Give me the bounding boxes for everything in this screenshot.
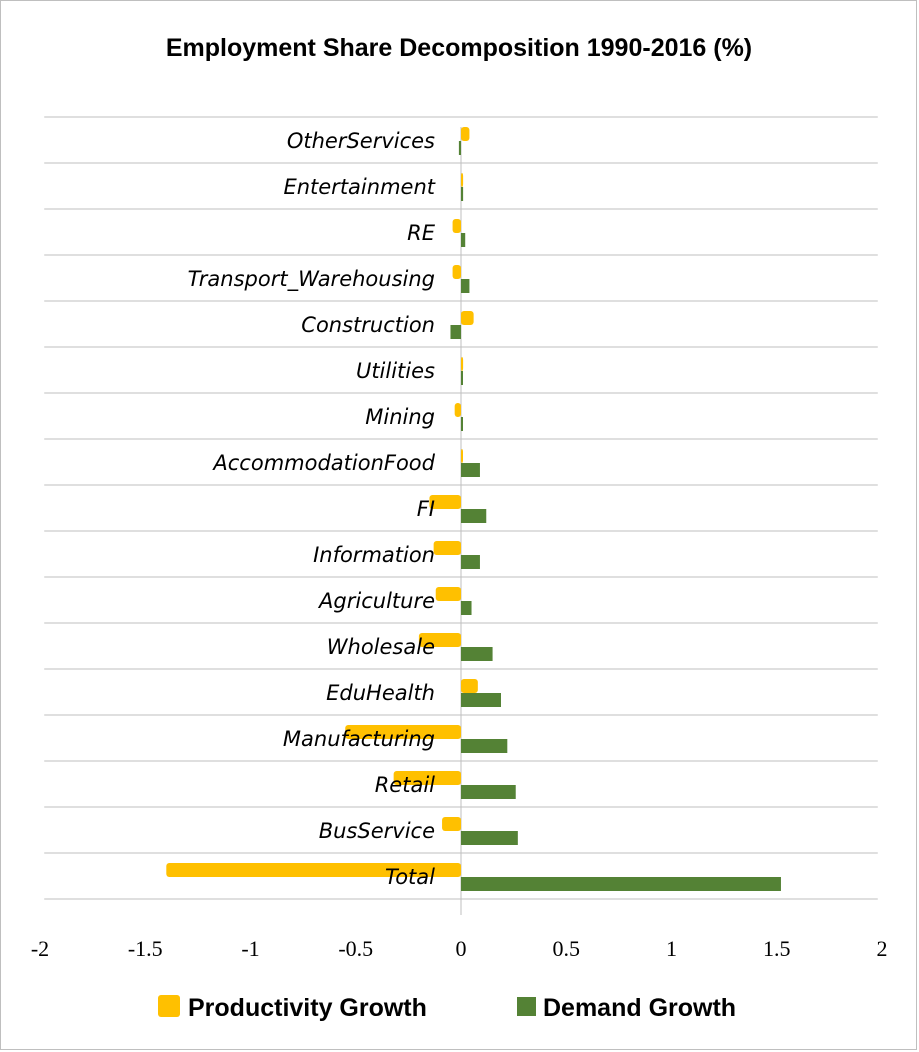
bar-productivity-growth-transport-warehousing <box>452 265 461 279</box>
x-tick-label: 0 <box>456 936 467 961</box>
category-label-agriculture: Agriculture <box>317 589 435 613</box>
bar-demand-growth-fi <box>461 509 487 523</box>
bar-demand-growth-utilities <box>461 371 463 385</box>
bar-demand-growth-retail <box>461 785 516 799</box>
x-tick-label: 0.5 <box>553 936 581 961</box>
bar-demand-growth-eduhealth <box>461 693 501 707</box>
bar-productivity-growth-agriculture <box>435 587 461 601</box>
category-label-busservice: BusService <box>319 819 435 843</box>
bar-productivity-growth-mining <box>454 403 461 417</box>
bar-productivity-growth-eduhealth <box>461 679 478 693</box>
bar-demand-growth-total <box>461 877 781 891</box>
legend: Productivity Growth Demand Growth <box>158 994 736 1022</box>
category-label-construction: Construction <box>301 313 435 337</box>
category-label-information: Information <box>313 543 435 567</box>
bar-productivity-growth-re <box>452 219 461 233</box>
bar-demand-growth-accommodationfood <box>461 463 480 477</box>
bar-productivity-growth-construction <box>461 311 474 325</box>
chart-title: Employment Share Decomposition 1990-2016… <box>166 34 752 62</box>
bar-demand-growth-busservice <box>461 831 518 845</box>
x-tick-label: -1.5 <box>128 936 163 961</box>
category-label-entertainment: Entertainment <box>283 175 435 199</box>
x-tick-label: 2 <box>877 936 888 961</box>
bar-productivity-growth-utilities <box>461 357 464 371</box>
bar-demand-growth-wholesale <box>461 647 493 661</box>
bar-demand-growth-otherservices <box>458 141 461 155</box>
x-axis-tick-labels: -2 -1.5 -1 -0.5 0 0.5 1 1.5 2 <box>31 936 888 961</box>
bar-demand-growth-information <box>461 555 480 569</box>
bar-productivity-growth-accommodationfood <box>461 449 463 463</box>
category-label-otherservices: OtherServices <box>287 129 435 153</box>
bar-productivity-growth-information <box>433 541 461 555</box>
bar-productivity-growth-total <box>166 863 462 877</box>
category-label-wholesale: Wholesale <box>327 635 435 659</box>
legend-swatch-demand-growth <box>517 997 536 1016</box>
legend-label-productivity-growth: Productivity Growth <box>188 994 427 1022</box>
plot-area: OtherServices Entertainment RE Transport_Wa… <box>31 116 888 961</box>
category-label-re: RE <box>407 221 436 245</box>
bar-demand-growth-mining <box>461 417 463 431</box>
x-tick-label: 1.5 <box>763 936 791 961</box>
bars <box>166 127 781 891</box>
bar-productivity-growth-wholesale <box>418 633 461 647</box>
category-label-manufacturing: Manufacturing <box>283 727 435 751</box>
gridlines <box>44 116 878 900</box>
legend-label-demand-growth: Demand Growth <box>543 994 736 1022</box>
bar-productivity-growth-fi <box>429 495 461 509</box>
bar-productivity-growth-entertainment <box>461 173 464 187</box>
x-tick-label: -0.5 <box>338 936 373 961</box>
category-label-accommodationfood: AccommodationFood <box>211 451 435 475</box>
bar-productivity-growth-busservice <box>442 817 461 831</box>
category-label-eduhealth: EduHealth <box>326 681 435 705</box>
category-label-fi: FI <box>417 497 435 521</box>
category-label-transport-warehousing: Transport_Warehousing <box>188 267 435 292</box>
bar-demand-growth-construction <box>450 325 461 339</box>
bar-demand-growth-agriculture <box>461 601 472 615</box>
x-tick-label: -1 <box>241 936 259 961</box>
category-label-mining: Mining <box>365 405 435 429</box>
x-tick-label: 1 <box>666 936 677 961</box>
bar-demand-growth-entertainment <box>461 187 464 201</box>
bar-demand-growth-manufacturing <box>461 739 508 753</box>
x-tick-label: -2 <box>31 936 49 961</box>
category-label-total: Total <box>385 865 435 889</box>
legend-swatch-productivity-growth <box>158 995 180 1017</box>
bar-demand-growth-re <box>461 233 466 247</box>
bar-productivity-growth-manufacturing <box>345 725 461 739</box>
bar-demand-growth-transport-warehousing <box>461 279 470 293</box>
category-labels: OtherServices Entertainment RE Transport_Wa… <box>188 129 436 889</box>
bar-productivity-growth-retail <box>393 771 461 785</box>
category-label-retail: Retail <box>375 773 435 797</box>
category-label-utilities: Utilities <box>356 359 435 383</box>
bar-productivity-growth-otherservices <box>461 127 470 141</box>
